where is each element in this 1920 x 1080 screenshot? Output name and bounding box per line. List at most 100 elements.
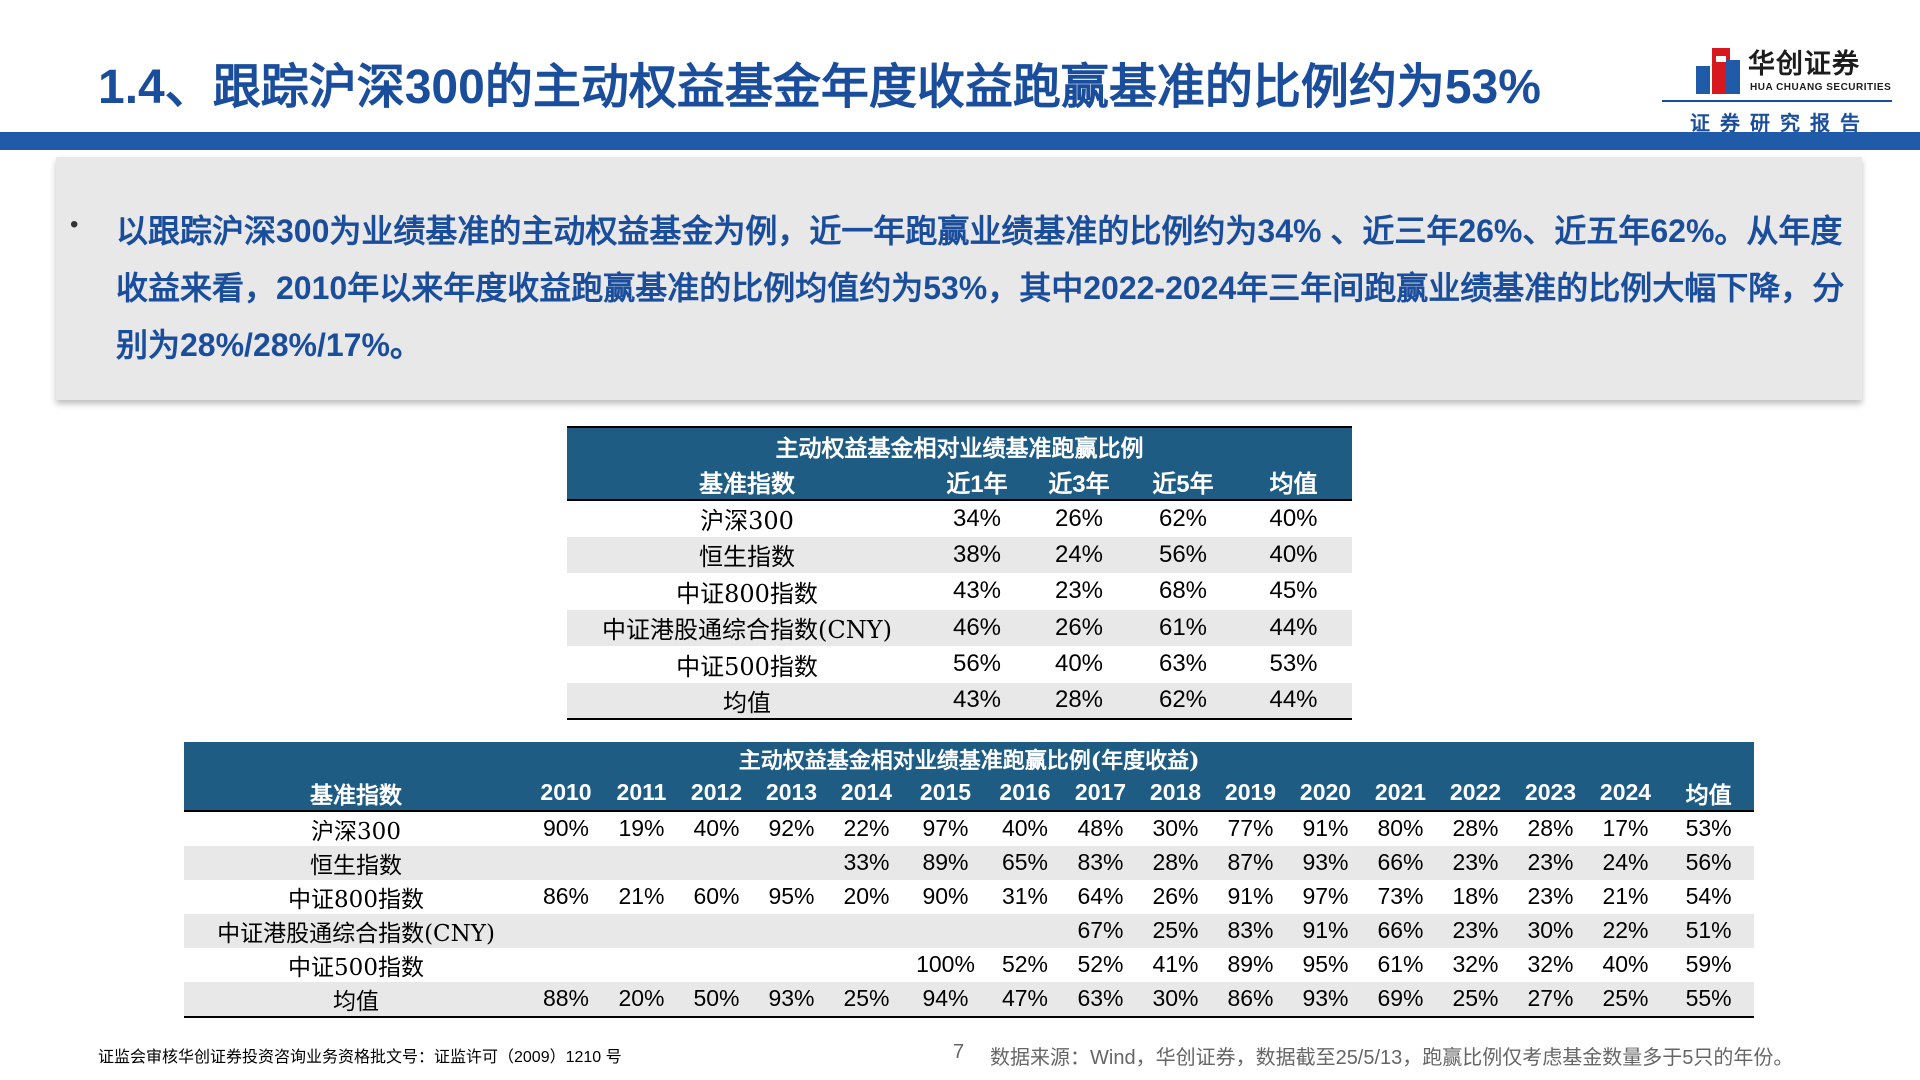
table-row: 均值 88% 20% 50% 93% 25% 94% 47% 63% 30% 86% 93% 69% 25…: [184, 981, 1755, 1017]
table-cell: 69%: [1377, 985, 1424, 1011]
row-label: 沪深300: [311, 818, 401, 845]
table-caption-row: 主动权益基金相对业绩基准跑赢比例: [567, 427, 1353, 464]
license-note: 证监会审核华创证券投资咨询业务资格批文号：证监许可（2009）1210 号: [98, 1049, 622, 1066]
table-cell: [754, 914, 829, 948]
table-cell: 93%: [1302, 985, 1349, 1011]
col-header: 2011: [604, 775, 679, 812]
summary-text: 以跟踪沪深300为业绩基准的主动权益基金为例，近一年跑赢业绩基准的比例约为34%…: [116, 213, 1845, 363]
table-header-row: 基准指数 2010 2011 2012 2013 2014 2015 2016 2017 2018…: [184, 775, 1755, 812]
table-cell: 68%: [1158, 577, 1208, 605]
col-header: 2013: [754, 775, 829, 812]
table-cell: 51%: [1685, 917, 1732, 943]
table-cell: 66%: [1377, 917, 1424, 943]
annual-outperformance-table: 主动权益基金相对业绩基准跑赢比例(年度收益) 基准指数 2010 2011 2012 2…: [184, 742, 1755, 1018]
row-label: 恒生指数: [310, 852, 402, 879]
table-cell: 30%: [1527, 917, 1574, 943]
table-cell: 93%: [1302, 849, 1349, 875]
table-cell: 23%: [1527, 883, 1574, 909]
table-cell: 32%: [1452, 951, 1499, 977]
table-caption: 主动权益基金相对业绩基准跑赢比例: [775, 434, 1144, 462]
table-cell: 56%: [1685, 849, 1732, 875]
table-cell: 77%: [1227, 815, 1274, 841]
header-divider-bar: [0, 132, 1920, 150]
table-cell: 50%: [693, 985, 740, 1011]
table-cell: 40%: [1054, 650, 1104, 678]
table-cell: 32%: [1527, 951, 1574, 977]
table-cell: 30%: [1152, 815, 1199, 841]
table-cell: 23%: [1527, 849, 1574, 875]
table-cell: 45%: [1269, 577, 1318, 605]
table-cell: 33%: [843, 849, 890, 875]
logo-chinese-name: 华创证券: [1748, 49, 1860, 79]
table-cell: 61%: [1158, 613, 1208, 641]
table-cell: 25%: [843, 985, 890, 1011]
row-label: 中证港股通综合指数(CNY): [217, 920, 495, 947]
col-header: 2022: [1438, 775, 1513, 812]
table-cell: 38%: [952, 540, 1002, 568]
table-cell: 92%: [768, 815, 815, 841]
table-cell: 26%: [1054, 504, 1104, 532]
table-cell: 27%: [1527, 985, 1574, 1011]
table-cell: 86%: [1227, 985, 1274, 1011]
table-cell: 62%: [1158, 504, 1208, 532]
table-cell: 88%: [542, 985, 590, 1011]
col-header: 2018: [1138, 775, 1213, 812]
table-cell: 64%: [1077, 883, 1124, 909]
table-cell: 47%: [1001, 985, 1049, 1011]
table-row: 沪深300 34% 26% 62% 40%: [567, 500, 1352, 537]
table-cell: 97%: [1302, 883, 1349, 909]
table-cell: 43%: [952, 577, 1002, 605]
table-cell: 26%: [1054, 613, 1104, 641]
table-caption-row: 主动权益基金相对业绩基准跑赢比例(年度收益): [184, 742, 1755, 776]
col-header: 2021: [1363, 775, 1438, 812]
table-row: 中证500指数 56% 40% 63% 53%: [567, 646, 1352, 683]
table-cell: 97%: [922, 815, 969, 841]
row-label: 恒生指数: [699, 543, 795, 572]
table-cell: [829, 914, 904, 948]
bullet-icon: •: [70, 211, 79, 238]
table-cell: 23%: [1054, 577, 1104, 605]
table-cell: [528, 846, 604, 880]
col-header: 近3年: [1027, 463, 1131, 501]
table-cell: 23%: [1452, 917, 1499, 943]
table-cell: 19%: [618, 815, 665, 841]
row-label: 均值: [333, 988, 379, 1015]
table-cell: [829, 948, 904, 982]
row-label: 中证500指数: [288, 954, 424, 981]
table-cell: [987, 914, 1063, 948]
table-cell: [528, 914, 604, 948]
table-body: 沪深300 90% 19% 40% 92% 22% 97% 40% 48% 30% 77% 91% 80…: [184, 811, 1755, 1017]
table-cell: 87%: [1227, 849, 1274, 875]
report-tag: 证券研究报告: [1690, 111, 1870, 135]
page-title: 1.4、跟踪沪深300的主动权益基金年度收益跑赢基准的比例约为53%: [98, 61, 1541, 114]
col-header: 2023: [1513, 775, 1588, 812]
table-cell: 83%: [1077, 849, 1124, 875]
col-header: 2010: [528, 775, 604, 812]
table-cell: 86%: [542, 883, 590, 909]
table-cell: 18%: [1452, 883, 1499, 909]
table-cell: 91%: [1302, 815, 1349, 841]
table-cell: 40%: [1001, 815, 1049, 841]
col-header: 均值: [1235, 463, 1353, 501]
table-cell: [604, 914, 679, 948]
table-cell: 63%: [1158, 650, 1208, 678]
table-cell: 30%: [1152, 985, 1199, 1011]
table-cell: 89%: [922, 849, 969, 875]
period-outperformance-table: 主动权益基金相对业绩基准跑赢比例 基准指数 近1年 近3年 近5年 均值 沪深300 34…: [567, 426, 1353, 720]
table-cell: 56%: [952, 650, 1002, 678]
col-header-index: 基准指数: [567, 463, 927, 501]
table-header-row: 基准指数 近1年 近3年 近5年 均值: [567, 463, 1353, 501]
table-cell: 28%: [1527, 815, 1574, 841]
table-cell: 93%: [768, 985, 815, 1011]
table-cell: 40%: [693, 815, 740, 841]
data-source-note: 数据来源：Wind，华创证券，数据截至25/5/13，跑赢比例仅考虑基金数量多于…: [990, 1047, 1794, 1069]
table-cell: 56%: [1158, 540, 1208, 568]
table-cell: 62%: [1158, 686, 1208, 714]
logo-english-name: HUA CHUANG SECURITIES: [1750, 82, 1892, 93]
table-cell: 25%: [1602, 985, 1649, 1011]
table-cell: 60%: [693, 883, 740, 909]
col-header-index: 基准指数: [184, 775, 528, 812]
table-cell: 21%: [618, 883, 665, 909]
table-cell: 61%: [1377, 951, 1424, 977]
table-cell: 46%: [952, 613, 1002, 641]
